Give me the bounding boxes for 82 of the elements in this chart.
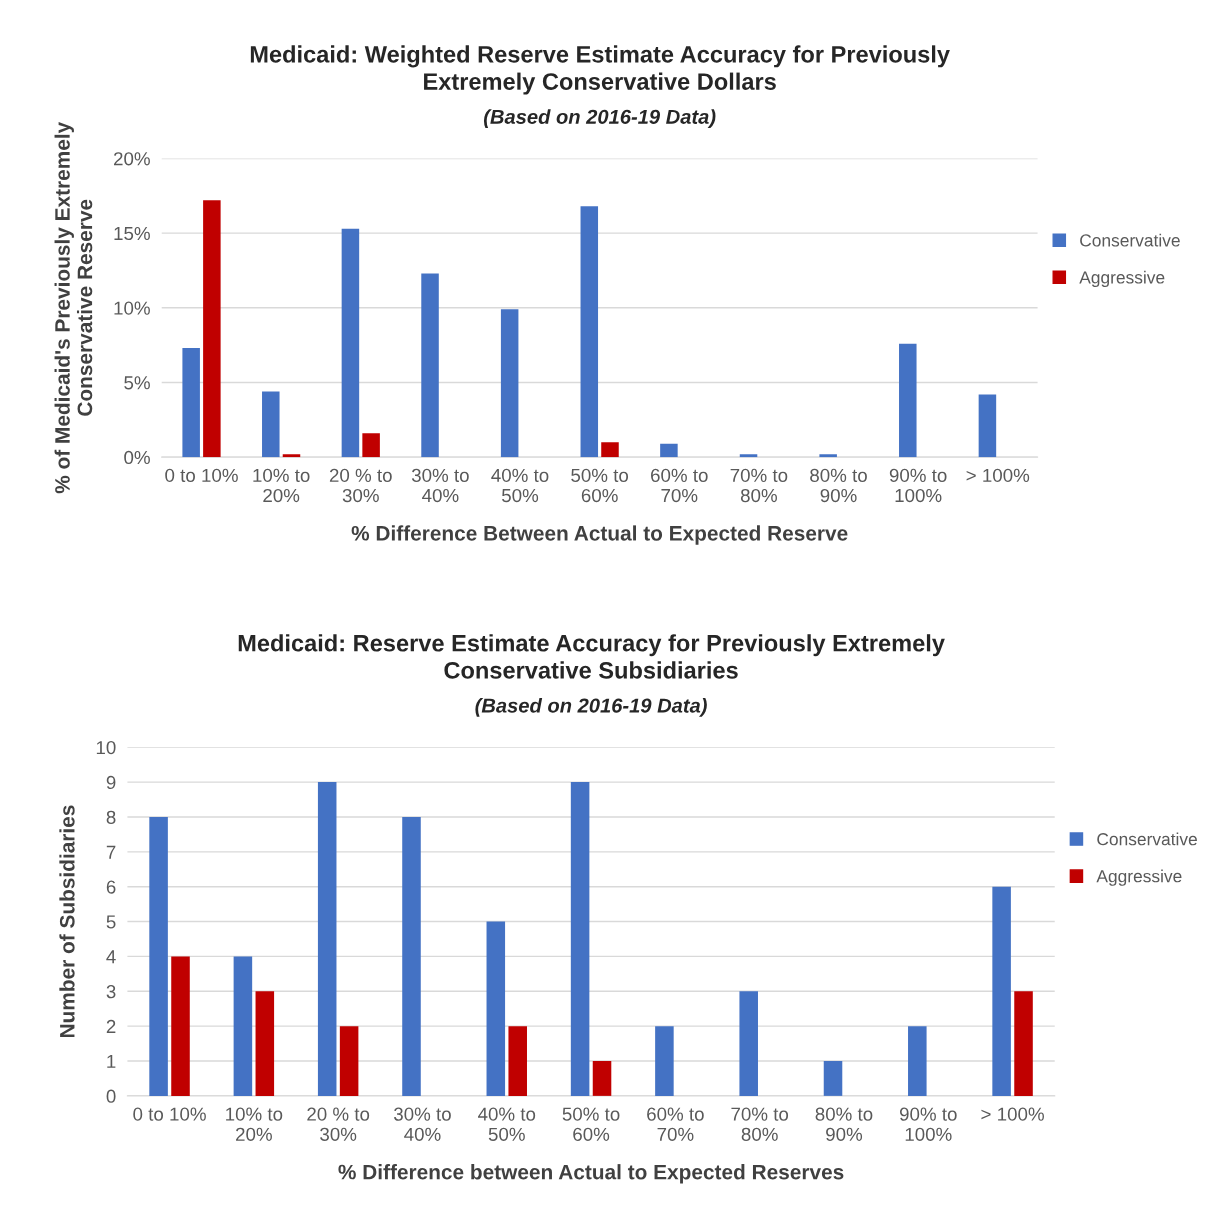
x-tick-label: 50% to 60% [562,1107,620,1141]
y-tick-label: 8 [106,810,116,824]
bar [203,200,221,458]
bar [592,1061,612,1096]
chart-title: Medicaid: Reserve Estimate Accuracy for Previously Extremely Conservative Subsidiaries [238,634,945,679]
x-tick-label: 0 to 10% [133,1107,206,1121]
y-tick-label: 5% [124,376,150,390]
x-tick-label: 0 to 10% [165,468,238,483]
x-tick-label: 70% to 80% [730,468,788,503]
bar [282,454,301,458]
bar [978,394,997,458]
x-tick-label: 30% to 40% [411,468,469,503]
bar [402,816,421,1096]
bar [601,442,619,458]
y-tick-label: 3 [106,984,116,999]
y-tick-label: 0% [124,450,150,465]
y-tick-label: 9 [106,775,116,790]
bar [739,991,758,1096]
x-tick-label: 50% to 60% [571,468,629,503]
bar [255,991,275,1096]
x-tick-label: 40% to 50% [491,468,549,503]
x-tick-label: 90% to 100% [899,1107,957,1141]
x-tick-label: 30% to 40% [393,1107,451,1141]
bar [362,433,380,458]
y-tick-label: 6 [106,880,116,894]
bar [421,273,439,458]
y-tick-label: 1 [107,1054,116,1068]
y-tick-label: 0 [106,1089,116,1103]
y-axis-title: Number of Subsidiaries [59,805,75,1038]
x-axis-title: % Difference between Actual to Expected Reserves [338,1164,844,1184]
bar [339,1026,359,1096]
legend-label: Aggressive [1079,270,1165,288]
bar [739,454,758,458]
x-tick-label: 20 % to 30% [329,468,392,503]
y-tick-label: 5 [106,915,116,929]
bar [233,956,253,1096]
x-tick-label: 20 % to 30% [307,1107,370,1141]
x-tick-label: 60% to 70% [651,468,708,503]
bar [508,1026,527,1096]
bar [660,443,678,458]
x-tick-label: 80% to 90% [810,468,867,503]
x-tick-label: 10% to 20% [253,468,310,503]
chart-title: Medicaid: Weighted Reserve Estimate Accuracy for Previously Extremely Conservative Dollars [250,45,950,95]
bar [899,343,917,458]
x-tick-label: > 100% [966,468,1030,483]
bar [1014,991,1033,1096]
x-tick-label: 70% to 80% [731,1107,789,1141]
x-tick-label: 90% to 100% [889,468,947,503]
y-tick-label: 20% [114,152,150,166]
y-tick-label: 10% [114,301,150,315]
y-tick-label: 15% [114,226,150,241]
y-tick-label: 4 [106,950,116,964]
bar [655,1026,674,1096]
x-tick-label: 40% to 50% [478,1107,536,1141]
bar [500,309,519,458]
legend-label: Conservative [1080,233,1180,247]
x-tick-label: > 100% [981,1107,1044,1121]
bar [171,956,190,1096]
y-tick-label: 7 [106,845,116,859]
bar [317,782,337,1096]
x-axis-title: % Difference Between Actual to Expected Reserve [351,525,848,545]
y-tick-label: 2 [106,1019,116,1033]
y-axis-title: % of Medicaid's Previously Extremely Conservative Reserve [54,121,93,494]
bar [570,782,590,1096]
x-tick-label: 10% to 20% [226,1107,283,1141]
bar [580,206,599,458]
chart-subtitle: (Based on 2016-19 Data) [475,697,707,717]
x-tick-label: 80% to 90% [815,1107,873,1141]
x-tick-label: 60% to 70% [647,1107,704,1141]
bar [992,886,1011,1096]
bar [182,348,200,458]
legend-label: Conservative [1097,832,1197,846]
y-tick-label: 10 [96,740,116,755]
bar [819,454,837,458]
bar [823,1061,843,1096]
chart-subtitle: (Based on 2016-19 Data) [483,109,716,128]
bar [341,228,360,458]
legend-label: Aggressive [1096,869,1182,886]
bar [149,816,168,1096]
bar [262,391,280,458]
bar [908,1026,927,1096]
bar [486,921,506,1096]
